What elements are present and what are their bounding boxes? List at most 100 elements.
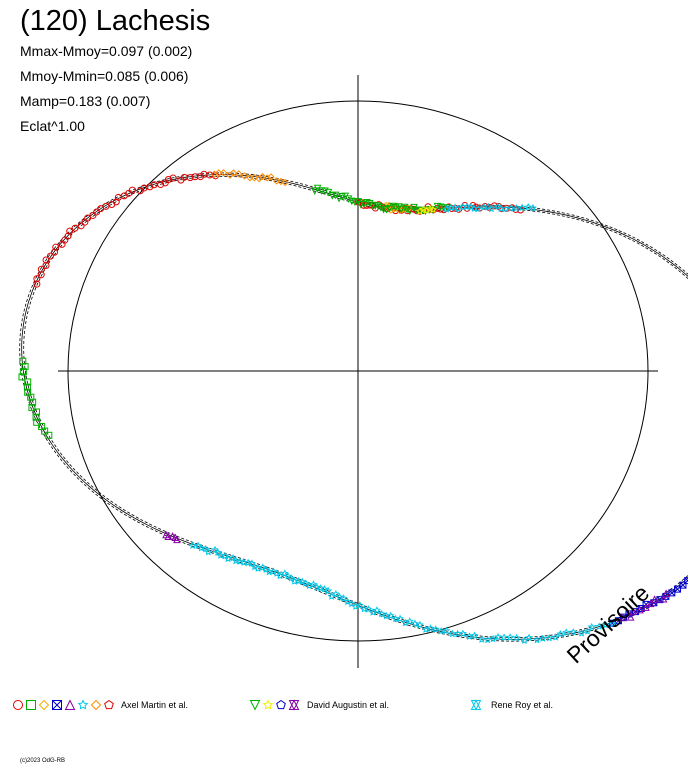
data-point-arc-8 — [89, 211, 97, 219]
data-point-arc-8 — [164, 176, 172, 184]
data-point-arc-6 — [164, 532, 173, 541]
data-point-arc-7 — [32, 408, 40, 416]
data-point-arc-10 — [310, 187, 319, 195]
data-point-arc-4 — [662, 589, 670, 597]
data-point-arc-11 — [405, 207, 414, 216]
data-point-arc-13 — [467, 202, 475, 211]
data-point-arc-10 — [344, 195, 353, 203]
data-point-arc-8 — [66, 227, 74, 235]
legend-label-david-augustin: David Augustin et al. — [307, 700, 390, 710]
data-point-arc-7 — [32, 413, 40, 421]
model-curve-1 — [23, 175, 688, 638]
data-point-arc-13 — [454, 204, 463, 213]
data-point-arc-9 — [229, 169, 238, 177]
data-point-arc-4 — [629, 607, 637, 615]
data-point-arc-9 — [219, 169, 228, 177]
legend-marker-1-0 — [249, 700, 261, 711]
data-point-arc-5 — [477, 635, 486, 643]
data-point-arc-9 — [263, 174, 271, 182]
data-point-arc-7 — [38, 423, 46, 431]
stat-eclat: Eclat^1.00 — [20, 118, 85, 134]
data-point-arc-4 — [650, 595, 659, 603]
data-point-arc-5 — [421, 625, 430, 633]
data-point-arc-5 — [188, 541, 197, 549]
data-point-arc-8 — [186, 174, 194, 182]
data-point-arc-11 — [385, 205, 394, 213]
data-point-arc-11 — [403, 205, 412, 214]
data-point-arc-5 — [520, 636, 529, 645]
data-point-arc-8 — [157, 181, 165, 189]
data-point-arc-11 — [400, 203, 409, 212]
data-point-arc-1 — [398, 205, 407, 214]
data-point-arc-7 — [18, 373, 26, 381]
data-point-arc-13 — [501, 204, 510, 213]
data-point-arc-5 — [587, 622, 596, 631]
data-point-arc-8 — [37, 265, 45, 273]
data-point-arc-8 — [196, 173, 204, 181]
legend-marker-1-3 — [288, 699, 300, 711]
data-point-arc-13 — [487, 204, 496, 213]
data-point-arc-7 — [33, 418, 41, 426]
data-point-arc-5 — [391, 614, 400, 623]
data-point-arc-5 — [437, 627, 446, 635]
data-point-arc-5 — [280, 569, 289, 577]
data-point-arc-11 — [377, 203, 385, 212]
data-point-arc-13 — [451, 203, 459, 211]
legend-marker-1-1 — [262, 699, 274, 710]
data-point-arc-7 — [24, 378, 32, 386]
data-point-arc-11 — [397, 205, 406, 214]
data-point-arc-5 — [405, 617, 414, 625]
data-point-arc-9 — [235, 170, 243, 178]
data-point-arc-5 — [426, 624, 435, 632]
data-point-arc-5 — [608, 619, 617, 628]
data-point-arc-9 — [267, 173, 275, 181]
data-point-arc-12 — [429, 205, 437, 213]
legend-marker-0-6 — [90, 699, 102, 711]
data-point-arc-5 — [250, 562, 259, 571]
data-point-arc-7 — [21, 362, 29, 370]
model-curve-3 — [19, 172, 688, 642]
data-point-arc-5 — [265, 567, 274, 576]
stat-mean-min: Mmoy-Mmin=0.085 (0.006) — [20, 68, 189, 84]
data-point-arc-10 — [335, 194, 343, 203]
legend-label-axel-martin: Axel Martin et al. — [121, 700, 189, 710]
data-point-arc-5 — [470, 631, 479, 640]
data-point-arc-9 — [258, 172, 267, 181]
legend-marker-0-4 — [64, 699, 76, 710]
data-point-arc-5 — [448, 629, 457, 638]
data-point-arc-4 — [619, 613, 627, 622]
data-point-arc-5 — [551, 633, 560, 641]
data-point-arc-4 — [626, 612, 635, 621]
data-point-arc-5 — [276, 571, 284, 580]
reference-circle — [67, 100, 649, 642]
legend-marker-0-1 — [26, 700, 36, 710]
data-point-arc-8 — [33, 280, 41, 288]
data-point-arc-5 — [538, 634, 547, 642]
data-point-arc-9 — [240, 172, 249, 180]
data-point-arc-5 — [331, 589, 340, 598]
data-point-arc-5 — [556, 629, 565, 638]
data-point-arc-9 — [281, 178, 289, 187]
data-point-arc-5 — [258, 563, 267, 571]
data-point-arc-7 — [19, 357, 27, 365]
data-point-arc-11 — [374, 202, 383, 210]
data-point-arc-5 — [197, 543, 206, 552]
data-point-arc-5 — [525, 633, 534, 642]
data-point-arc-6 — [168, 532, 177, 540]
data-point-arc-8 — [128, 186, 136, 194]
data-point-arc-8 — [191, 173, 199, 181]
data-point-arc-8 — [37, 271, 45, 279]
data-point-arc-5 — [489, 634, 498, 643]
data-point-arc-5 — [401, 618, 410, 627]
data-point-arc-5 — [269, 567, 278, 575]
legend-marker-0-0 — [13, 700, 23, 710]
data-point-arc-5 — [453, 629, 462, 638]
data-point-arc-8 — [112, 198, 120, 206]
data-point-arc-7 — [23, 383, 31, 391]
data-point-arc-8 — [146, 183, 154, 191]
data-point-arc-8 — [33, 275, 41, 283]
data-point-arc-5 — [545, 633, 554, 642]
data-point-arc-5 — [327, 592, 336, 600]
data-point-arc-8 — [46, 252, 54, 260]
data-point-arc-5 — [601, 620, 610, 629]
